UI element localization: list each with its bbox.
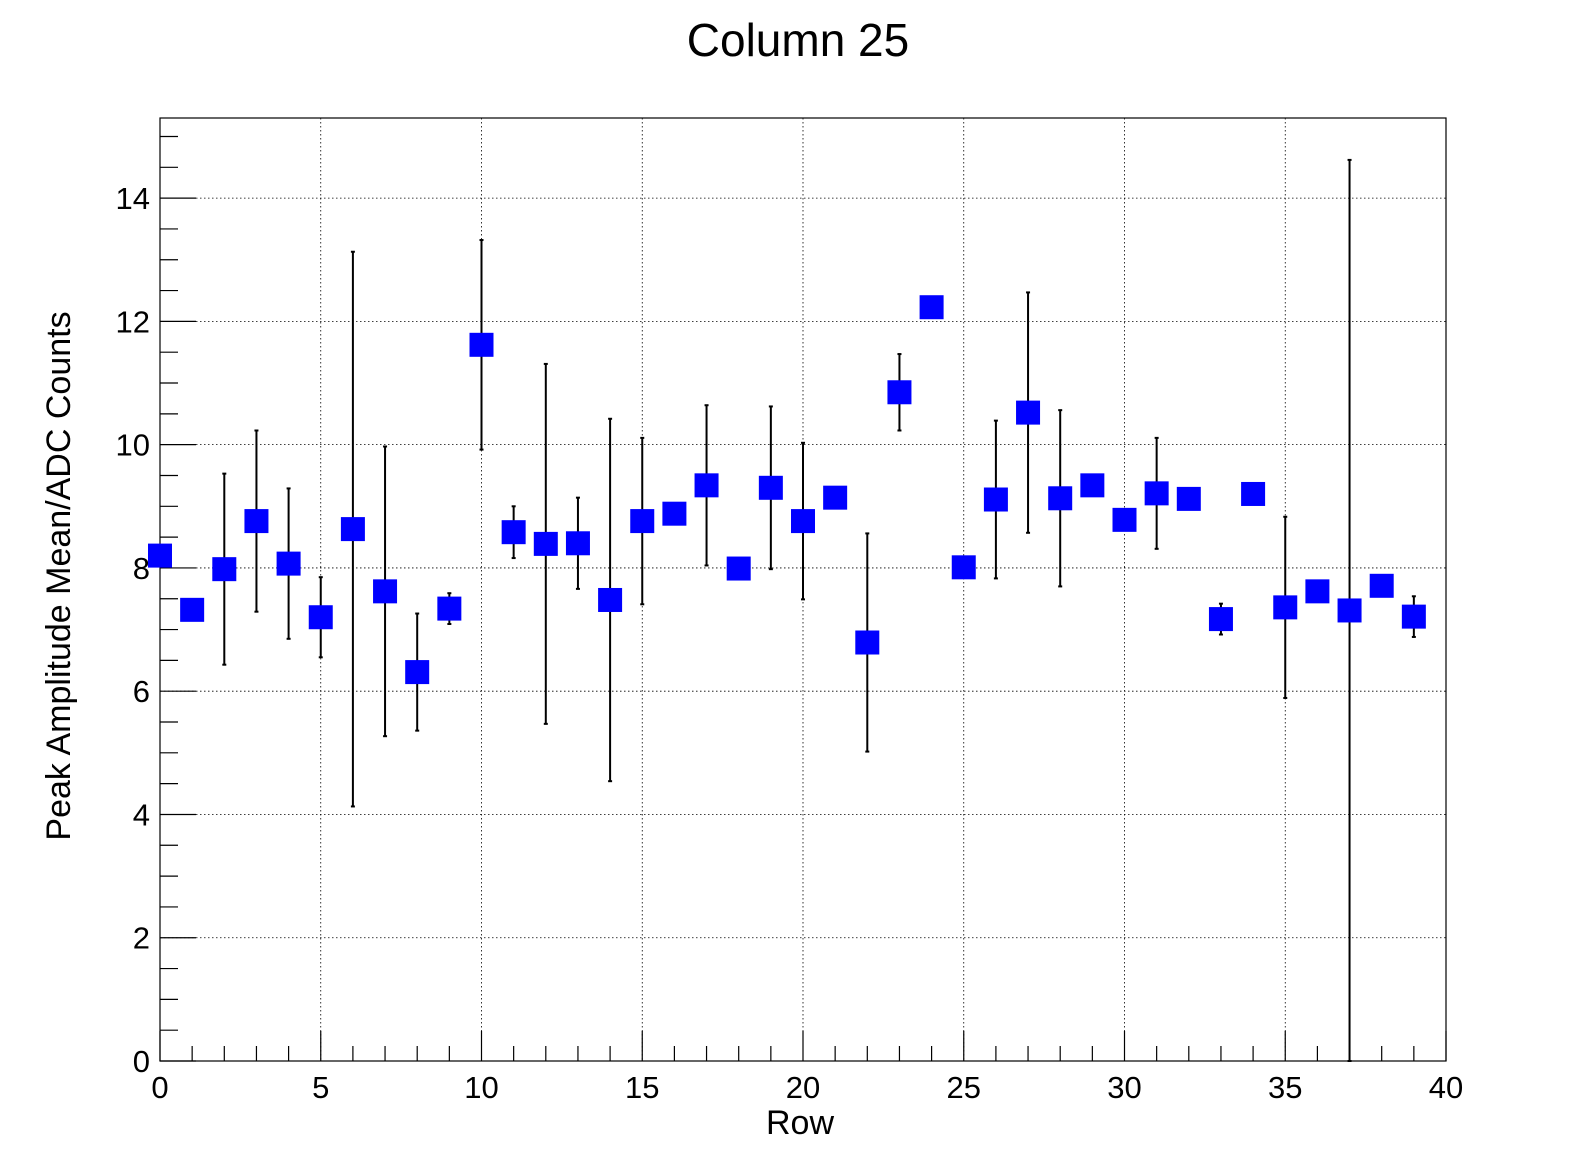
data-point — [758, 475, 783, 500]
data-point — [1241, 481, 1266, 506]
error-bars — [222, 158, 1416, 1062]
y-tick-label: 8 — [133, 551, 150, 586]
data-point — [1337, 598, 1362, 623]
data-point — [276, 551, 301, 576]
chart-title: Column 25 — [687, 14, 909, 66]
y-tick-label: 10 — [116, 428, 150, 463]
data-point — [726, 556, 751, 581]
data-point — [887, 380, 912, 405]
y-tick-label: 12 — [116, 304, 150, 339]
data-point — [1112, 507, 1137, 532]
data-point — [598, 587, 623, 612]
y-tick-label: 4 — [133, 797, 150, 832]
x-tick-label: 35 — [1268, 1070, 1302, 1105]
data-point — [694, 473, 719, 498]
x-tick-label: 5 — [312, 1070, 329, 1105]
y-tick-label: 14 — [116, 181, 150, 216]
data-point — [630, 509, 655, 534]
data-point — [983, 487, 1008, 512]
data-point — [1048, 486, 1073, 511]
data-point — [565, 531, 590, 556]
data-point — [308, 605, 333, 630]
data-point — [1273, 595, 1298, 620]
data-point — [1144, 481, 1169, 506]
x-tick-label: 0 — [151, 1070, 168, 1105]
axis-ticks — [159, 135, 1447, 1062]
data-point — [1016, 400, 1041, 425]
data-point — [405, 660, 430, 685]
data-point — [437, 596, 462, 621]
data-point — [1401, 604, 1426, 629]
tick-labels: 0 5 10 15 20 25 30 35 40 0 2 4 6 8 10 12 14 — [116, 181, 1464, 1105]
data-point — [1369, 573, 1394, 598]
data-point — [148, 543, 172, 568]
data-point — [919, 295, 944, 320]
x-axis-label: Row — [766, 1104, 834, 1142]
data-point — [855, 630, 880, 655]
y-tick-label: 0 — [133, 1044, 150, 1079]
x-tick-label: 10 — [464, 1070, 498, 1105]
data-point — [791, 509, 815, 534]
data-markers — [148, 295, 1426, 685]
data-point — [662, 501, 687, 526]
x-tick-label: 20 — [786, 1070, 820, 1105]
data-point — [340, 517, 365, 542]
data-point — [469, 332, 494, 357]
data-point — [212, 557, 237, 582]
y-tick-label: 2 — [133, 921, 150, 956]
y-tick-label: 6 — [133, 674, 150, 709]
y-axis-label: Peak Amplitude Mean/ADC Counts — [40, 311, 78, 840]
data-point — [1305, 579, 1330, 604]
x-tick-label: 15 — [625, 1070, 659, 1105]
data-point — [823, 485, 848, 510]
data-point — [1080, 473, 1105, 498]
data-point — [501, 520, 526, 545]
data-point — [244, 509, 269, 534]
data-point — [533, 531, 558, 556]
data-point — [951, 555, 976, 580]
data-point — [373, 579, 398, 604]
data-point — [1208, 607, 1233, 632]
x-tick-label: 40 — [1429, 1070, 1463, 1105]
data-point — [1176, 486, 1201, 511]
data-point — [180, 597, 205, 622]
x-tick-label: 30 — [1107, 1070, 1141, 1105]
x-tick-label: 25 — [947, 1070, 981, 1105]
